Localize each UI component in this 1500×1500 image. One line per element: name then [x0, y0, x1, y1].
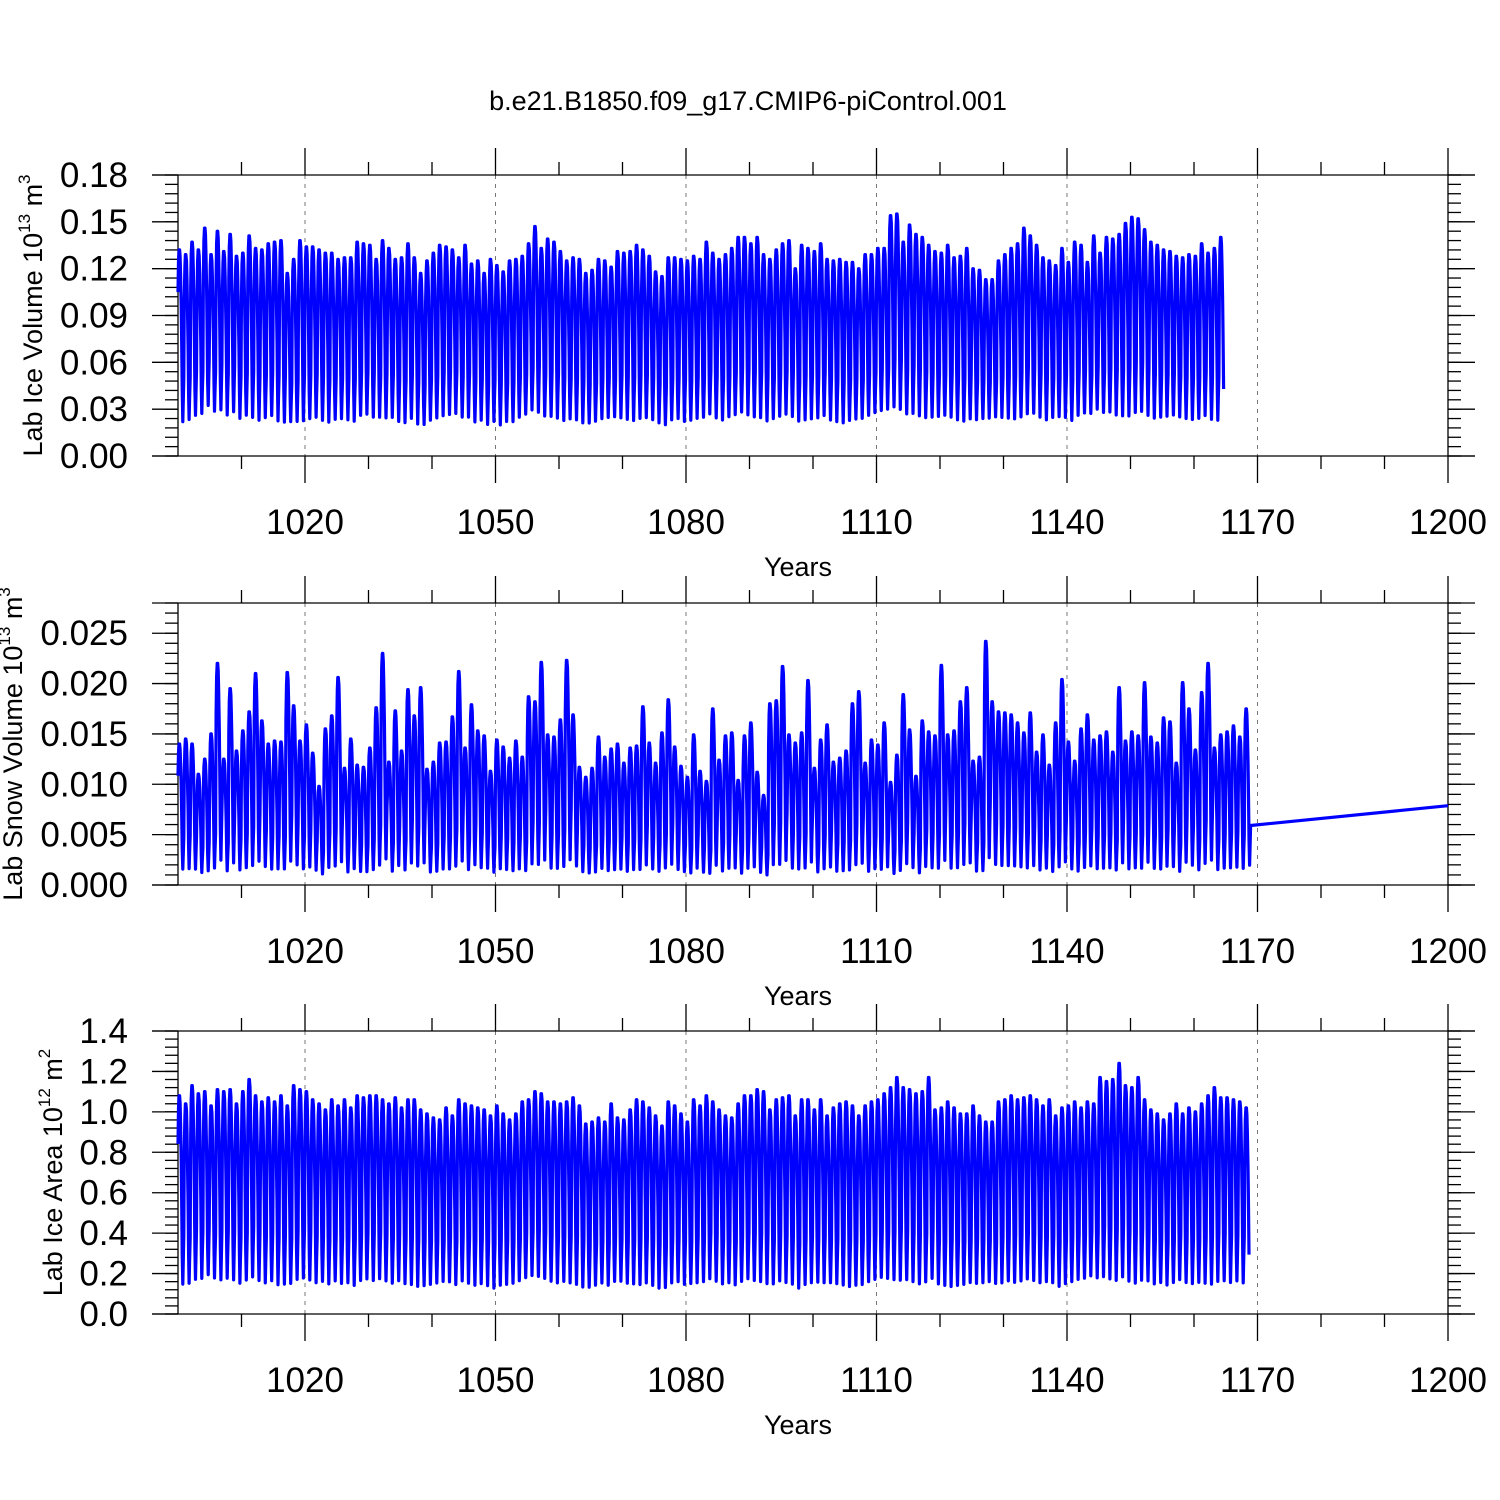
xtick-label: 1140: [1029, 1361, 1104, 1400]
y-axis-title-unit: m: [38, 1058, 68, 1088]
xtick-label: 1200: [1409, 503, 1487, 542]
ytick-label: 0.12: [60, 250, 128, 289]
panels: 1020 1050 1080 1110 1140 1170 12000.000.030.06…: [0, 148, 1487, 1440]
xtick-label: 1200: [1409, 932, 1487, 971]
y-axis-title-text: Lab Ice Volume 10: [18, 233, 48, 457]
series-line-ice-volume: [176, 212, 1226, 427]
ytick-label: 0.0: [79, 1295, 128, 1334]
y-axis-title: Lab Snow Volume 1013 m3: [0, 587, 28, 901]
xtick-label: 1170: [1220, 503, 1295, 542]
xtick-label: 1050: [457, 503, 535, 542]
ytick-label: 0.015: [40, 715, 128, 754]
xtick-label: 1080: [647, 932, 725, 971]
y-axis-title-text: Lab Ice Area 10: [38, 1107, 68, 1296]
y-axis-title-unit-exponent: 2: [35, 1049, 54, 1058]
ytick-label: 1.0: [79, 1093, 128, 1132]
x-axis-title: Years: [764, 981, 832, 1011]
ytick-label: 0.09: [60, 297, 128, 336]
xtick-label: 1020: [266, 932, 344, 971]
xtick-label: 1110: [840, 1361, 913, 1400]
xtick-label: 1080: [647, 503, 725, 542]
y-axis-title-exponent: 13: [15, 214, 34, 233]
ytick-label: 0.025: [40, 614, 128, 653]
panel-ice-volume: 1020 1050 1080 1110 1140 1170 1200 0.00 0.03 0.06…: [15, 148, 1487, 582]
y-axis-title: Lab Ice Area 1012 m2: [35, 1049, 68, 1297]
ytick-label: 0.005: [40, 816, 128, 855]
y-axis-title-unit: m: [18, 184, 48, 214]
xtick-label: 1050: [457, 932, 535, 971]
xtick-label: 1170: [1220, 932, 1295, 971]
y-axis-title-unit-exponent: 3: [15, 174, 34, 183]
ytick-label: 0.06: [60, 343, 128, 382]
x-axis-title: Years: [764, 1410, 832, 1440]
xtick-label: 1020: [266, 1361, 344, 1400]
xtick-label: 1050: [457, 1361, 535, 1400]
y-axis-title-text: Lab Snow Volume 10: [0, 646, 28, 901]
panel-ice-area: 1020 1050 1080 1110 1140 1170 1200 0.00.20.40.6…: [35, 1004, 1487, 1440]
x-axis-title: Years: [764, 552, 832, 582]
ytick-label: 0.15: [60, 203, 128, 242]
ytick-label: 0.2: [79, 1255, 128, 1294]
y-axis-title-exponent: 12: [35, 1088, 54, 1107]
series-line-ice-area: [176, 1061, 1251, 1290]
y-axis-title-unit: m: [0, 597, 28, 627]
series-line-snow-volume: [176, 639, 1449, 877]
ytick-label: 1.2: [79, 1052, 128, 1091]
ytick-label: 0.6: [79, 1174, 128, 1213]
y-axis-title-unit-exponent: 3: [0, 587, 14, 596]
ytick-label: 0.4: [79, 1214, 128, 1253]
ytick-label: 0.000: [40, 866, 128, 905]
xtick-label: 1080: [647, 1361, 725, 1400]
panel-snow-volume: 1020 1050 1080 1110 1140 1170 1200 0.000 0.005 0.…: [0, 576, 1487, 1011]
ytick-label: 0.03: [60, 390, 128, 429]
ytick-label: 0.020: [40, 665, 128, 704]
ytick-label: 0.010: [40, 765, 128, 804]
xtick-label: 1140: [1029, 503, 1104, 542]
ytick-label: 1.4: [79, 1012, 128, 1051]
ytick-label: 0.8: [79, 1133, 128, 1172]
ytick-label: 0.00: [60, 437, 128, 476]
xtick-label: 1110: [840, 503, 913, 542]
ytick-label: 0.18: [60, 156, 128, 195]
y-axis-title: Lab Ice Volume 1013 m3: [15, 174, 48, 456]
xtick-label: 1110: [840, 932, 913, 971]
xtick-label: 1200: [1409, 1361, 1487, 1400]
xtick-label: 1020: [266, 503, 344, 542]
xtick-label: 1170: [1220, 1361, 1295, 1400]
xtick-label: 1140: [1029, 932, 1104, 971]
y-axis-title-exponent: 13: [0, 627, 14, 646]
main-title: b.e21.B1850.f09_g17.CMIP6-piControl.001: [489, 86, 1007, 116]
